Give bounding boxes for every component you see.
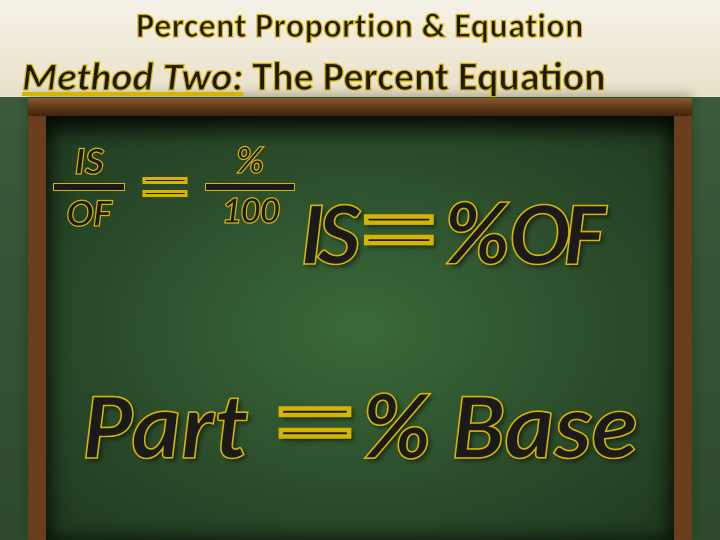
eq1-is: IS <box>300 179 354 289</box>
fraction-left: IS OF <box>54 140 124 234</box>
fraction-left-numerator: IS <box>68 140 109 182</box>
eq2-equals: ＝ <box>268 369 362 484</box>
method-prefix: Method Two: <box>22 52 243 101</box>
title-wrap: Percent Proportion & Equation <box>0 6 720 47</box>
method-line: Method Two: The Percent Equation <box>22 52 606 101</box>
eq2-part: Part <box>83 369 247 484</box>
eq1-of: OF <box>510 179 599 289</box>
equation-part-percent-base: Part ＝% Base <box>0 350 720 486</box>
equation-is-percent-of: IS＝%OF <box>300 160 599 290</box>
proportion-fraction: IS OF ＝ % 100 <box>54 140 294 234</box>
fraction-right-numerator: % <box>230 142 270 182</box>
method-suffix: The Percent Equation <box>243 52 605 101</box>
eq1-percent: % <box>444 179 510 289</box>
eq2-base: Base <box>452 369 638 484</box>
eq1-equals: ＝ <box>354 179 444 289</box>
slide-title: Percent Proportion & Equation <box>136 6 584 47</box>
fraction-right: % 100 <box>206 142 294 232</box>
eq2-percent: % <box>362 369 431 484</box>
fraction-right-denominator: 100 <box>215 192 285 232</box>
fraction-equals: ＝ <box>136 142 194 226</box>
fraction-left-denominator: OF <box>60 192 117 234</box>
